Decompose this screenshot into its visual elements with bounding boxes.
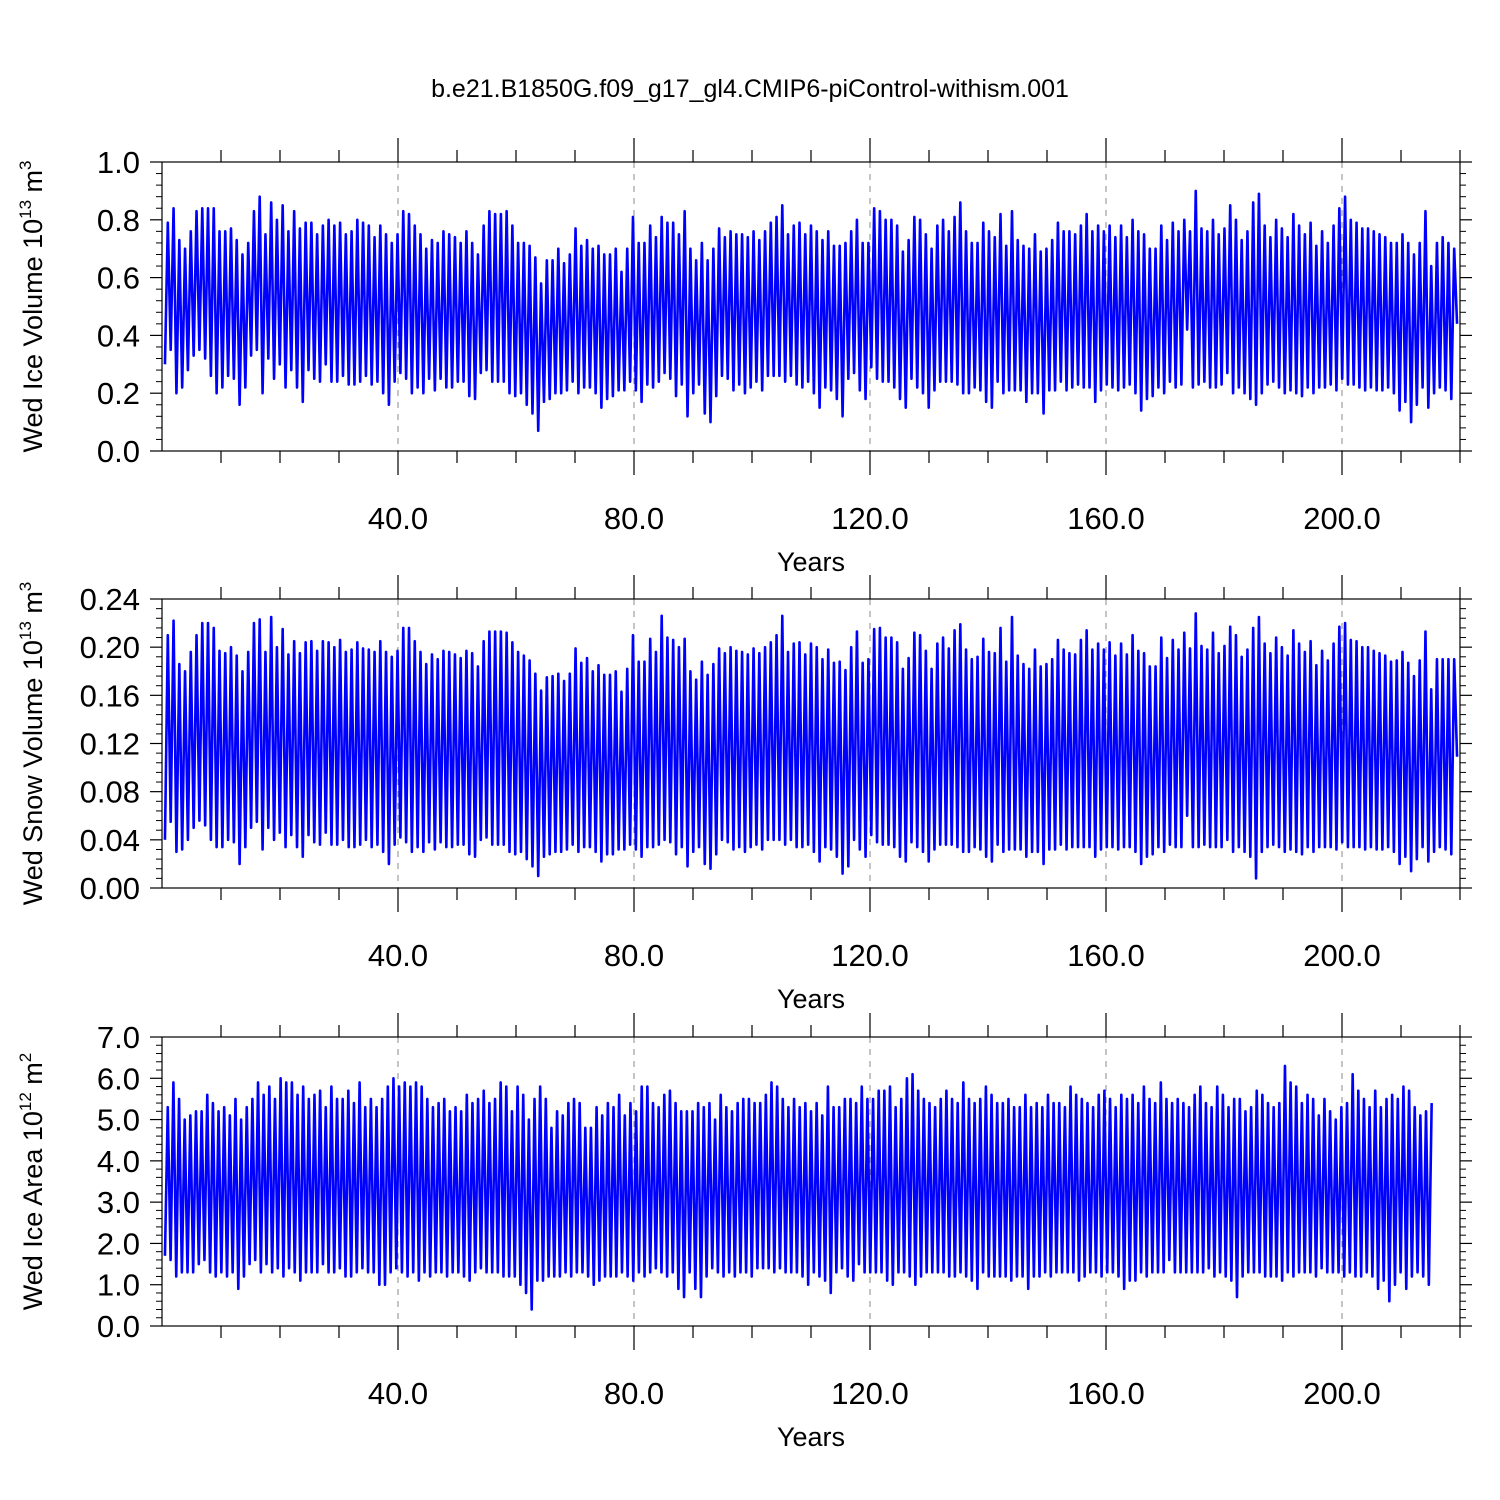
y-tick-label: 0.6	[97, 261, 140, 296]
x-tick-label: 200.0	[1303, 501, 1381, 536]
y-axis-label: Wed Snow Volume 1013 m3	[16, 582, 48, 906]
x-tick-label: 80.0	[604, 938, 664, 973]
x-axis-label: Years	[777, 547, 845, 577]
x-tick-label: 80.0	[604, 1376, 664, 1411]
y-tick-label: 0.8	[97, 203, 140, 238]
y-axis-label: Wed Ice Volume 1013 m3	[16, 160, 48, 452]
y-tick-label: 0.2	[97, 376, 140, 411]
y-tick-label: 5.0	[97, 1103, 140, 1138]
y-tick-label: 0.16	[80, 678, 140, 713]
y-tick-label: 0.12	[80, 727, 140, 762]
y-tick-label: 0.08	[80, 775, 140, 810]
y-tick-label: 1.0	[97, 145, 140, 180]
y-tick-label: 0.0	[97, 1309, 140, 1344]
panel-3: 0.0 1.0 2.0 3.0 4.0 5.0 6.0 7.0 40.0 80.0 120.0 160…	[16, 1013, 1472, 1452]
y-tick-label: 4.0	[97, 1144, 140, 1179]
series-line	[163, 189, 1459, 433]
series-line	[163, 612, 1459, 880]
x-tick-label: 160.0	[1067, 501, 1145, 536]
y-tick-label: 0.20	[80, 630, 140, 665]
x-tick-label: 80.0	[604, 501, 664, 536]
x-axis-label: Years	[777, 1422, 845, 1452]
x-tick-label: 120.0	[831, 501, 909, 536]
y-tick-label: 0.04	[80, 823, 140, 858]
panel-2: 0.00 0.04 0.08 0.12 0.16 0.20 0.24 40.0 80.0 120.…	[16, 575, 1472, 1014]
y-tick-label: 0.24	[80, 582, 140, 617]
x-tick-label: 40.0	[368, 501, 428, 536]
y-tick-label: 0.4	[97, 318, 140, 353]
panels: 0.0 0.2 0.4 0.6 0.8 1.0 40.0 80.0 120.0 160.0 200.…	[16, 138, 1472, 1452]
figure-title: b.e21.B1850G.f09_g17_gl4.CMIP6-piControl…	[431, 75, 1069, 103]
x-tick-label: 160.0	[1067, 1376, 1145, 1411]
x-tick-label: 40.0	[368, 938, 428, 973]
y-tick-label: 6.0	[97, 1061, 140, 1096]
x-tick-label: 120.0	[831, 938, 909, 973]
y-tick-label: 3.0	[97, 1185, 140, 1220]
y-axis-label: Wed Ice Area 1012 m2	[16, 1053, 48, 1311]
x-tick-label: 120.0	[831, 1376, 909, 1411]
x-axis-label: Years	[777, 984, 845, 1014]
x-tick-label: 40.0	[368, 1376, 428, 1411]
y-tick-label: 7.0	[97, 1020, 140, 1055]
x-tick-label: 200.0	[1303, 1376, 1381, 1411]
x-tick-label: 160.0	[1067, 938, 1145, 973]
y-tick-label: 1.0	[97, 1268, 140, 1303]
y-tick-label: 2.0	[97, 1226, 140, 1261]
x-tick-label: 200.0	[1303, 938, 1381, 973]
panel-1: 0.0 0.2 0.4 0.6 0.8 1.0 40.0 80.0 120.0 160.0 200.…	[16, 138, 1472, 577]
y-tick-label: 0.0	[97, 434, 140, 469]
series-line	[163, 1064, 1433, 1311]
y-tick-label: 0.00	[80, 871, 140, 906]
